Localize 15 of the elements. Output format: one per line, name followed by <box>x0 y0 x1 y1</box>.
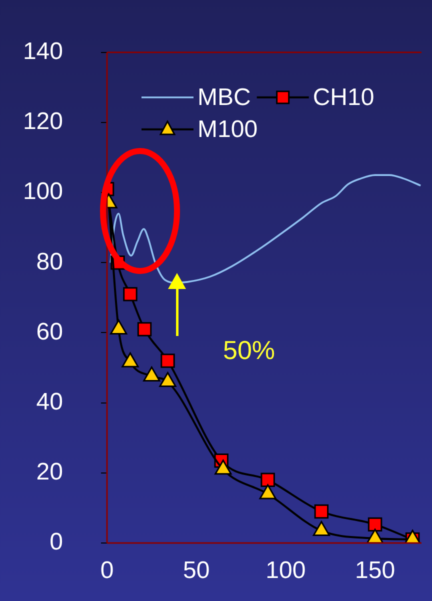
legend-label: MBC <box>198 84 251 112</box>
y-tick-label: 60 <box>36 318 63 346</box>
y-tick-label: 120 <box>22 108 63 136</box>
y-tick-label: 80 <box>36 248 63 276</box>
x-tick-label: 150 <box>355 557 396 584</box>
legend-label: M100 <box>198 116 258 144</box>
x-tick-label: 50 <box>182 557 210 584</box>
y-tick-label: 0 <box>50 528 63 556</box>
y-tick-label: 140 <box>22 38 63 66</box>
y-tick-label: 100 <box>22 178 63 206</box>
x-tick-label: 100 <box>266 557 306 584</box>
y-tick-label: 20 <box>36 458 63 486</box>
x-tick-label: 0 <box>100 557 114 584</box>
y-tick-label: 40 <box>36 388 63 416</box>
legend-label: CH10 <box>312 84 374 112</box>
